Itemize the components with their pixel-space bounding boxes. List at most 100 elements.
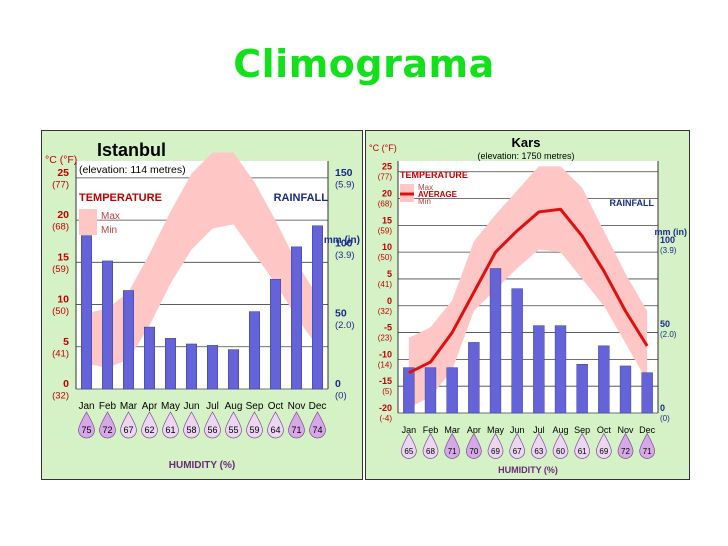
temp-tick-f: (5) [382,387,392,396]
temp-tick-c: 10 [382,242,392,252]
humidity-drop [246,411,263,439]
rain-tick-in: (0) [335,391,347,402]
humidity-drop [225,411,242,439]
temp-unit-label: °C (°F) [45,154,77,166]
temp-tick-c: 0 [63,378,69,390]
legend-max: Max [101,211,120,222]
humidity-value: 63 [534,447,543,456]
temp-tick-f: (14) [378,360,393,369]
humidity-value: 67 [513,447,522,456]
rain-tick-mm: 0 [660,403,665,413]
rainfall-bar-nov [619,365,632,414]
humidity-drop [309,411,326,439]
temp-tick-f: (50) [378,253,393,262]
temp-tick-c: 5 [387,269,392,279]
climograph-istanbul: Istanbul (elevation: 114 metres) °C (°F) 25… [41,130,363,480]
month-label: Jun [510,425,525,435]
humidity-drop [267,411,284,439]
rainfall-label: RAINFALL [610,198,655,208]
temp-tick-f: (32) [52,391,69,402]
temp-tick-c: 5 [63,336,69,348]
temp-tick-c: -10 [379,349,392,359]
humidity-value: 71 [291,425,301,435]
rainfall-bar-feb [102,260,113,390]
humidity-drop [204,411,221,439]
rainfall-bar-dec [641,372,653,414]
rain-tick-mm: 50 [335,308,347,320]
temp-tick-f: (32) [378,307,393,316]
rainfall-bar-jul [207,345,218,390]
month-label: Jul [533,425,545,435]
temp-tick-f: (77) [378,173,393,182]
month-label: Apr [142,401,158,412]
humidity-drop [574,432,591,459]
month-label: Dec [639,425,656,435]
month-label: Dec [309,401,327,412]
rain-tick-in: (3.9) [335,250,355,261]
humidity-drop [120,411,137,439]
rain-unit-label: mm (in) [324,235,360,246]
temperature-label: TEMPERATURE [400,170,468,180]
humidity-value: 60 [556,447,565,456]
legend-min: Min [418,197,431,206]
rainfall-bar-aug [554,325,567,414]
humidity-value: 55 [228,425,238,435]
rainfall-bar-aug [228,349,239,390]
rain-tick-in: (0) [660,414,670,423]
month-label: Mar [120,401,138,412]
month-label: May [487,425,505,435]
month-label: Oct [597,425,612,435]
rainfall-bar-jun [511,288,523,414]
temperature-label: TEMPERATURE [79,192,162,204]
rainfall-bar-jan [81,235,92,390]
humidity-drop [487,432,504,459]
temp-tick-f: (77) [52,179,69,190]
humidity-drop [530,432,547,459]
rain-tick-mm: 100 [335,237,353,249]
month-label: May [161,401,180,412]
month-label: Feb [423,425,439,435]
month-label: Apr [467,425,481,435]
humidity-value: 70 [469,447,478,456]
month-label: Aug [552,425,568,435]
month-label: Jun [183,401,199,412]
month-label: Aug [225,401,243,412]
climograph-istanbul-svg: Istanbul (elevation: 114 metres)°C (°F)25… [45,140,360,471]
rainfall-bar-sep [576,364,588,414]
humidity-value: 74 [312,425,322,435]
humidity-value: 72 [621,447,630,456]
humidity-value: 69 [491,447,500,456]
temperature-band [408,166,648,408]
rainfall-bar-jul [533,325,545,414]
slide-title: Climograma [233,42,495,86]
month-label: Oct [268,401,284,412]
rainfall-bar-nov [291,246,302,390]
temp-tick-c: -5 [384,323,392,333]
rainfall-bar-oct [270,278,281,390]
rain-tick-in: (5.9) [335,179,355,190]
humidity-drop [183,411,200,439]
average-temperature-line [408,207,649,375]
humidity-value: 65 [404,447,413,456]
rainfall-bar-feb [424,367,437,414]
temp-tick-c: 20 [382,189,392,199]
legend-max: Max [418,183,433,192]
humidity-value: 67 [123,425,133,435]
humidity-value: 71 [448,447,457,456]
rain-tick-in: (2.0) [660,330,677,339]
humidity-value: 61 [165,425,175,435]
city-title: Istanbul [97,140,166,160]
humidity-value: 75 [81,425,91,435]
humidity-value: 69 [599,447,608,456]
temp-tick-c: 0 [387,296,392,306]
humidity-value: 62 [144,425,154,435]
month-label: Nov [288,401,306,412]
temp-tick-f: (68) [378,200,393,209]
legend-swatch [79,209,97,235]
elevation-label: (elevation: 114 metres) [79,164,186,176]
month-label: Mar [444,425,460,435]
temp-tick-f: (59) [52,264,69,275]
rain-tick-mm: 100 [660,235,675,245]
temp-tick-c: -15 [379,376,392,386]
humidity-drop [400,432,417,459]
